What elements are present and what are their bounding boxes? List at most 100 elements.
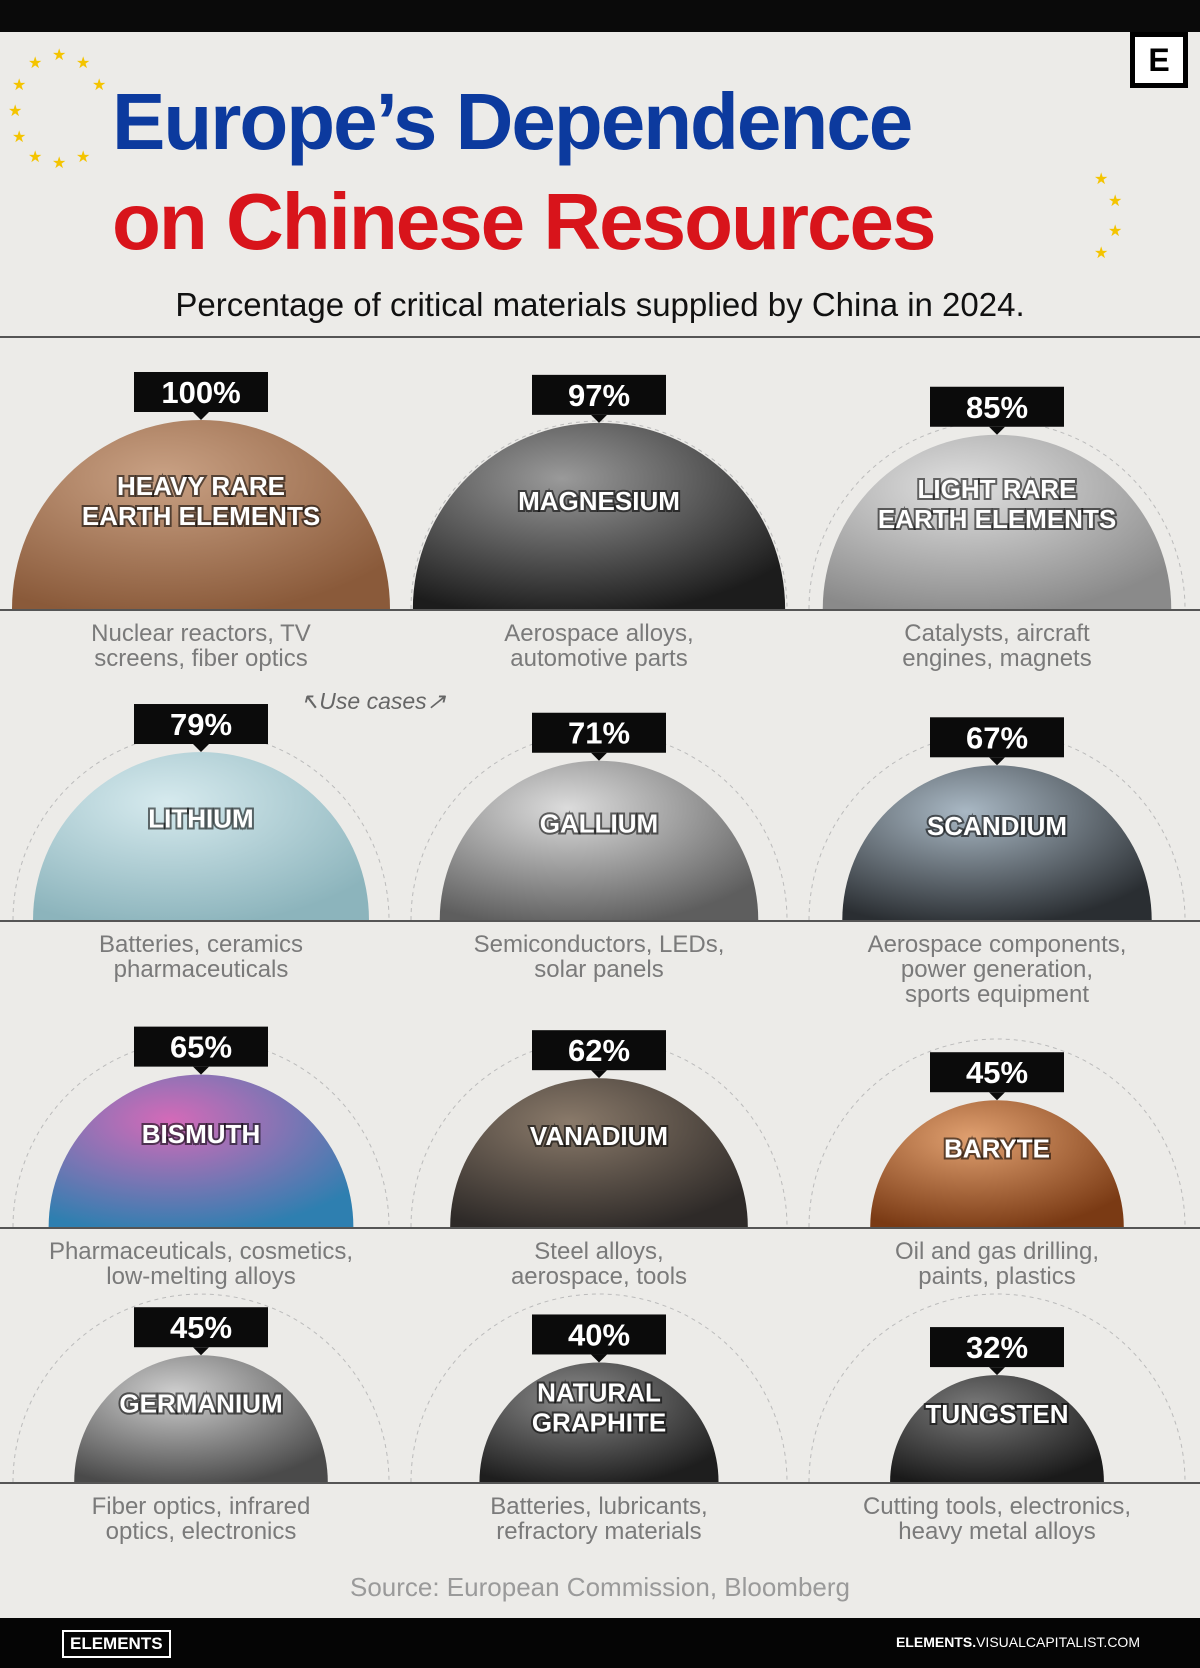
footer-url[interactable]: ELEMENTS.VISUALCAPITALIST.COM (896, 1634, 1140, 1650)
material-sphere (439, 760, 759, 920)
use-case-line: Catalysts, aircraft (904, 620, 1090, 647)
use-case-line: Semiconductors, LEDs, (473, 931, 725, 958)
percent-label: 40% (568, 1317, 630, 1352)
percent-label-box (532, 374, 666, 415)
dashed-arc (808, 731, 1186, 921)
source-note: Source: European Commission, Bloomberg (349, 1572, 851, 1602)
percent-label-box (134, 1026, 268, 1067)
use-case-line: paints, plastics (918, 1263, 1076, 1290)
percent-pointer (591, 414, 607, 423)
percent-pointer (193, 744, 209, 753)
percent-label-box (134, 1307, 268, 1348)
footer-brand-logo: ELEMENTS (62, 1630, 171, 1658)
percent-label: 32% (966, 1330, 1028, 1365)
use-cases-text: Pharmaceuticals, cosmetics, low-melting a… (6, 1239, 396, 1289)
use-case-line: low-melting alloys (106, 1263, 296, 1290)
use-case-line: Batteries, ceramics (98, 931, 304, 958)
material-name: BARYTE (944, 1133, 1050, 1163)
percent-label-box (532, 1314, 666, 1355)
material-sphere (822, 434, 1172, 609)
dashed-arc (808, 420, 1186, 610)
use-case-line: aerospace, tools (510, 1263, 688, 1290)
dashed-arc (12, 731, 390, 921)
row-baseline (0, 609, 1200, 611)
use-case-line: engines, magnets (902, 645, 1092, 672)
use-case-line: power generation, (900, 956, 1094, 983)
use-case-line: automotive parts (510, 645, 688, 672)
material-name: EARTH ELEMENTS (82, 501, 320, 531)
material-name: EARTH ELEMENTS (878, 504, 1116, 534)
percent-pointer (591, 1354, 607, 1363)
percent-label: 79% (170, 707, 232, 742)
use-case-line: Nuclear reactors, TV (91, 620, 311, 647)
use-cases-text: Batteries, ceramics pharmaceuticals (6, 932, 396, 982)
material-name: GRAPHITE (532, 1407, 666, 1437)
percent-label: 62% (568, 1033, 630, 1068)
material-sphere (450, 1078, 748, 1227)
eu-stars-icon: ★ ★ ★ ★ ★ ★ ★ ★ ★ ★ (8, 47, 107, 172)
material-sphere (479, 1362, 719, 1482)
material-name: SCANDIUM (927, 811, 1067, 841)
material-sphere (870, 1100, 1124, 1227)
use-cases-text: Cutting tools, electronics, heavy metal a… (802, 1494, 1192, 1544)
subtitle: Percentage of critical materials supplie… (175, 286, 1025, 323)
use-case-line: optics, electronics (105, 1518, 297, 1545)
use-case-line: Steel alloys, (534, 1238, 664, 1265)
percent-label-box (930, 386, 1064, 427)
use-case-line: refractory materials (496, 1518, 702, 1545)
dashed-arc (808, 1293, 1186, 1483)
use-cases-text: Oil and gas drilling, paints, plastics (802, 1239, 1192, 1289)
percent-pointer (591, 1070, 607, 1079)
use-cases-label: Use cases (319, 688, 427, 714)
row-baseline (0, 1227, 1200, 1229)
percent-pointer (591, 752, 607, 761)
percent-label-box (930, 717, 1064, 758)
material-name: MAGNESIUM (518, 486, 680, 516)
use-case-line: Pharmaceuticals, cosmetics, (48, 1238, 354, 1265)
top-bar (0, 0, 1200, 32)
use-cases-text: Aerospace alloys, automotive parts (404, 621, 794, 671)
use-case-line: solar panels (534, 956, 664, 983)
percent-label: 67% (966, 720, 1028, 755)
material-name: LIGHT RARE (918, 474, 1077, 504)
use-case-line: Aerospace alloys, (504, 620, 694, 647)
material-sphere (48, 1074, 354, 1227)
percent-pointer (193, 412, 209, 420)
percent-label: 97% (568, 378, 630, 413)
dashed-arc (12, 1293, 390, 1483)
use-case-line: Aerospace components, (867, 931, 1127, 958)
use-cases-text: Nuclear reactors, TV screens, fiber optic… (6, 621, 396, 671)
use-case-line: pharmaceuticals (113, 956, 289, 983)
dashed-arc (410, 420, 788, 610)
percent-pointer (989, 757, 1005, 766)
url-rest: VISUALCAPITALIST.COM (976, 1634, 1140, 1650)
percent-label: 65% (170, 1030, 232, 1065)
material-name: LITHIUM (148, 804, 253, 834)
title-line-1: Europe’s Dependence (112, 77, 913, 166)
material-sphere (890, 1375, 1104, 1482)
percent-label-box (134, 372, 268, 412)
use-cases-text: Semiconductors, LEDs, solar panels (404, 932, 794, 982)
percent-label-box (134, 704, 268, 745)
percent-label: 45% (170, 1310, 232, 1345)
percent-label-box (930, 1052, 1064, 1093)
material-name: TUNGSTEN (926, 1399, 1069, 1429)
row-baseline (0, 920, 1200, 922)
material-sphere (842, 765, 1152, 920)
title-line-2: on Chinese Resources (112, 177, 936, 266)
elements-logo: E (1130, 32, 1188, 88)
use-case-line: Fiber optics, infrared (91, 1493, 311, 1520)
use-cases-text: Aerospace components, power generation, sp… (802, 932, 1192, 1007)
use-case-line: heavy metal alloys (898, 1518, 1096, 1545)
material-name: HEAVY RARE (117, 471, 285, 501)
material-name: BISMUTH (142, 1119, 260, 1149)
percent-label-box (532, 712, 666, 753)
use-cases-text: Batteries, lubricants, refractory materia… (404, 1494, 794, 1544)
row-baseline (0, 1482, 1200, 1484)
material-name: GALLIUM (540, 808, 658, 838)
material-sphere (33, 752, 369, 920)
use-case-line: sports equipment (904, 981, 1090, 1008)
dashed-arc (410, 1293, 788, 1483)
percent-pointer (989, 1092, 1005, 1101)
